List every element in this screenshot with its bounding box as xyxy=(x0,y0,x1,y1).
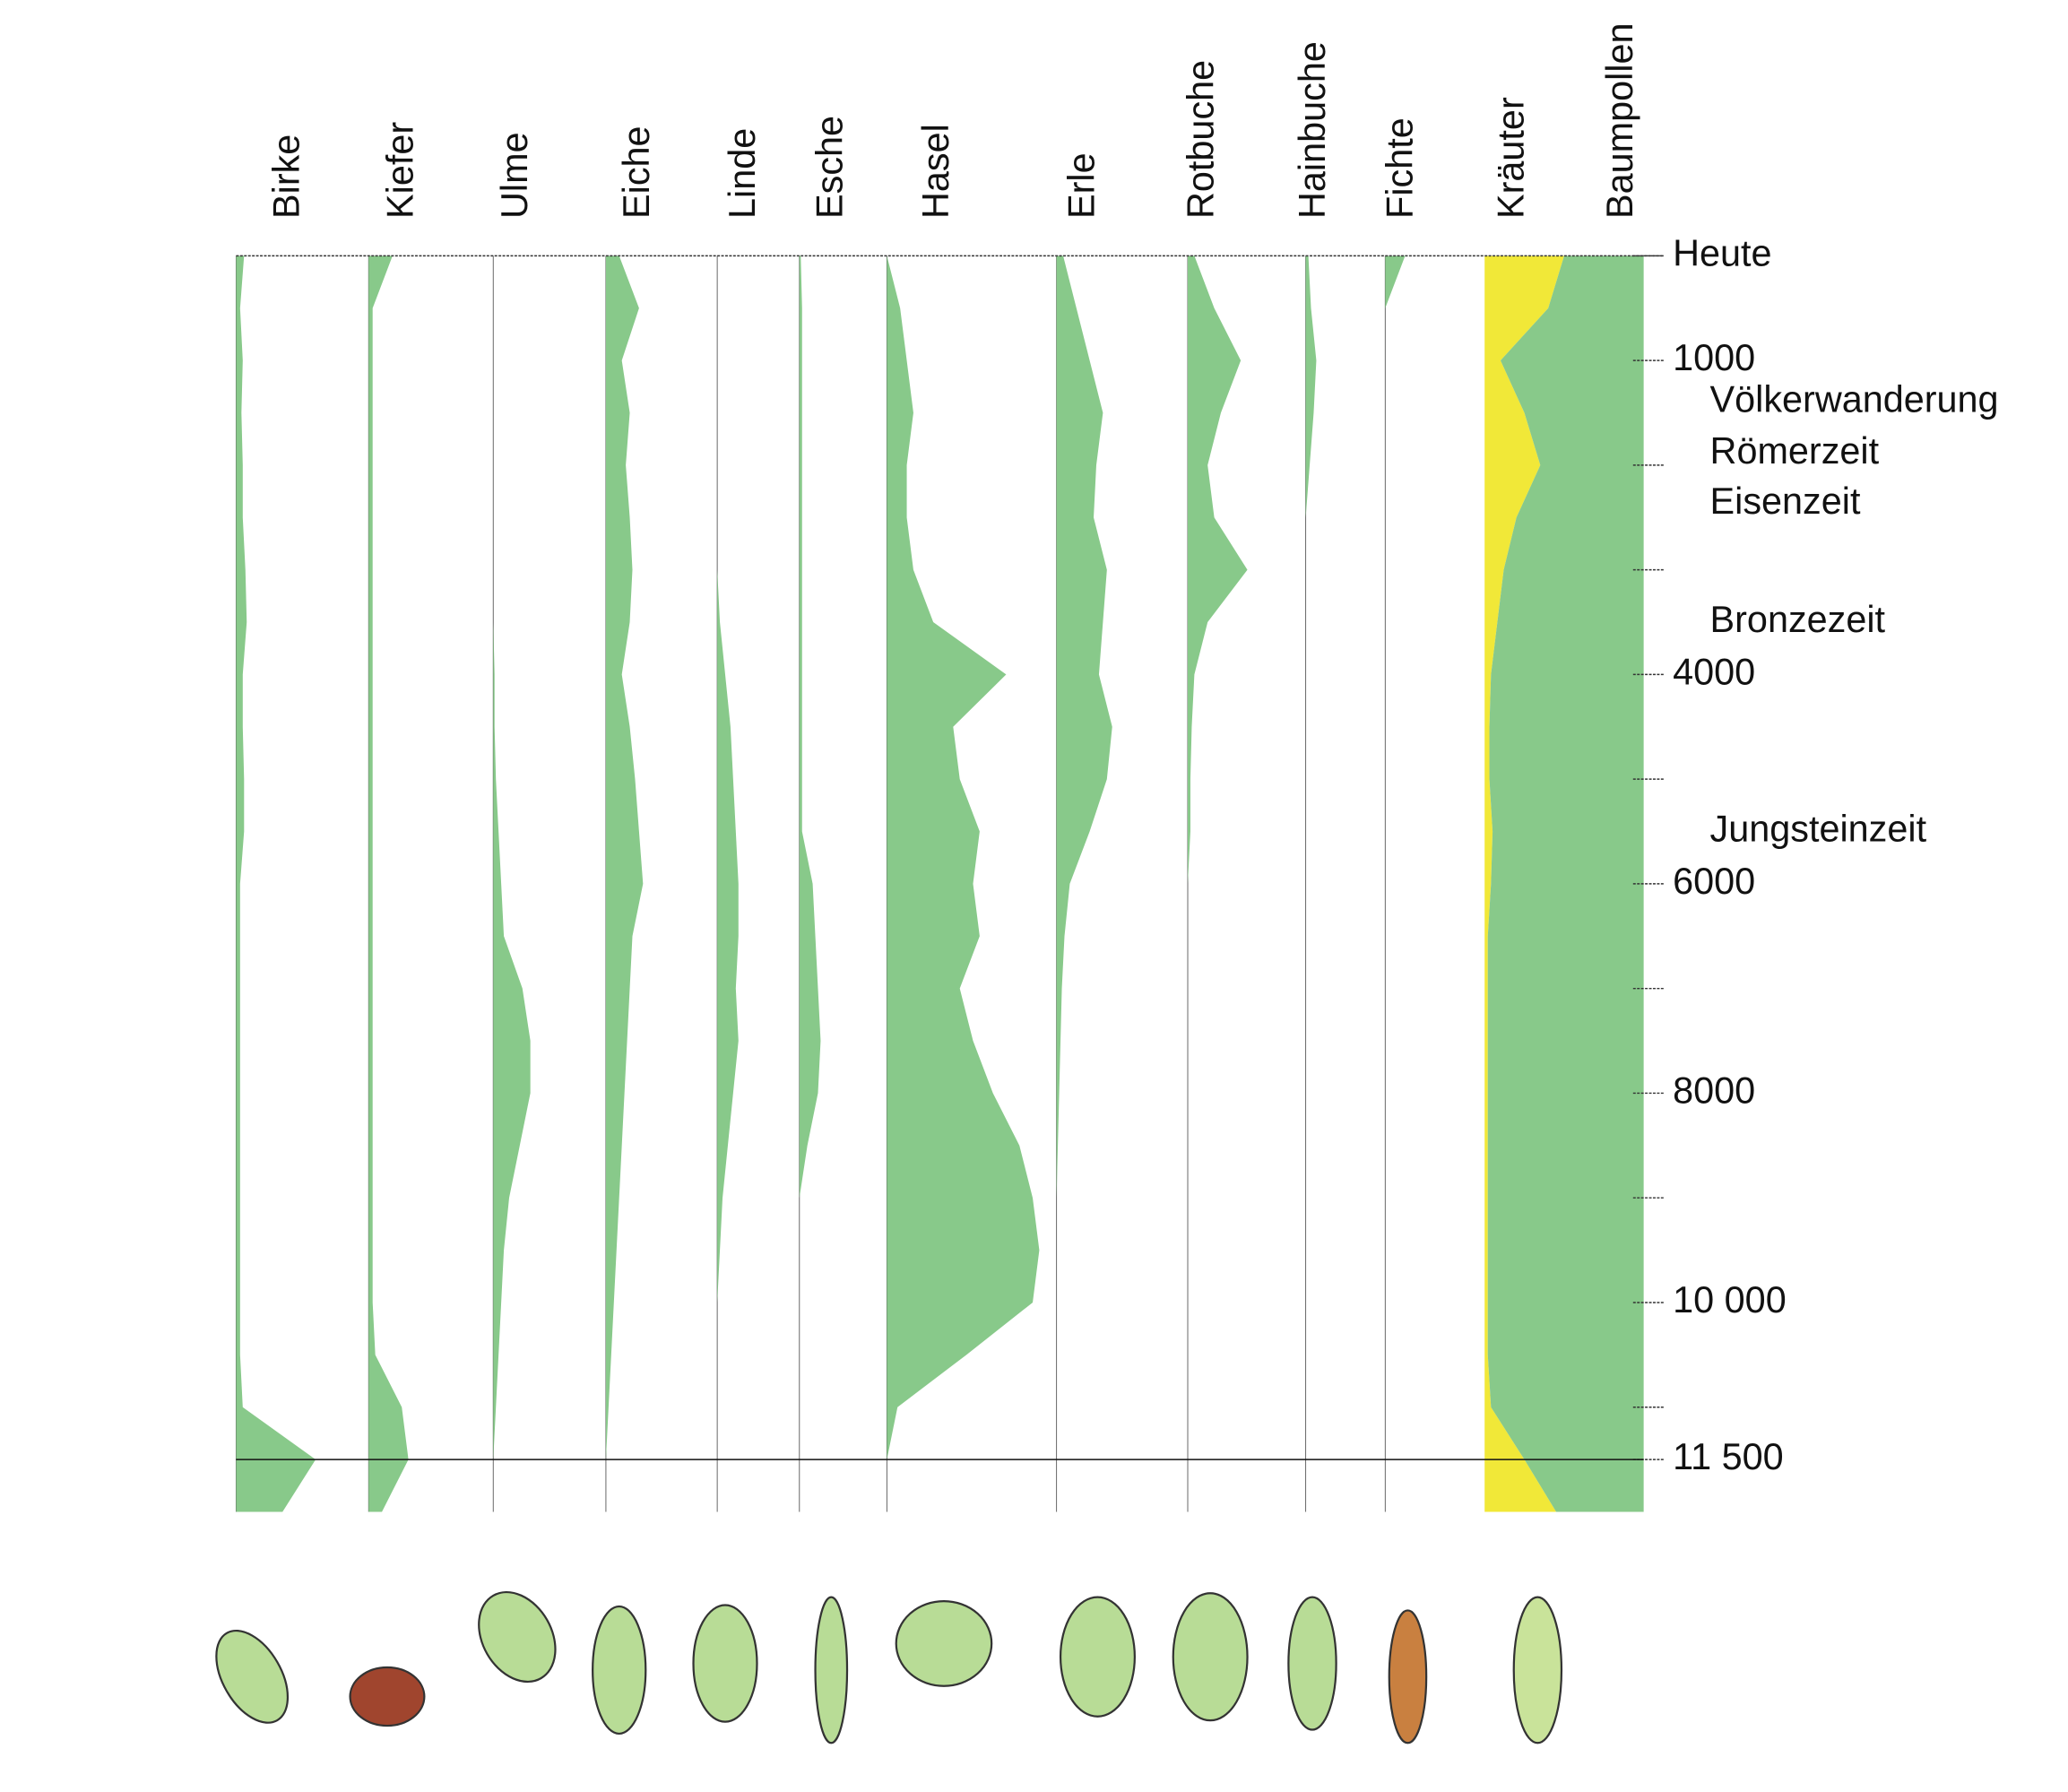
y-tick-label: 10 000 xyxy=(1673,1279,1787,1320)
taxon-label: Rotbuche xyxy=(1181,60,1222,219)
pollen-curve xyxy=(717,255,739,1512)
taxon-label: Hainbuche xyxy=(1292,41,1333,219)
taxon-label: Hasel xyxy=(915,124,956,219)
pollen-curve xyxy=(1484,255,1564,1512)
y-tick-label: 6000 xyxy=(1673,861,1755,902)
pollen-curve xyxy=(887,255,1040,1512)
period-label: Jungsteinzeit xyxy=(1710,808,1927,849)
plant-illustrations xyxy=(215,1590,1563,1744)
period-label: Völkerwanderung xyxy=(1710,379,1999,420)
pollen-curve xyxy=(368,255,409,1512)
taxon-label: Kräuter xyxy=(1491,97,1532,219)
taxon-label: Linde xyxy=(722,128,763,219)
period-label: Eisenzeit xyxy=(1710,480,1861,522)
taxon-label: Fichte xyxy=(1379,117,1420,219)
taxon-label: Kiefer xyxy=(380,122,421,219)
pollen-curve xyxy=(1188,255,1248,1512)
pollen-curve xyxy=(1487,255,1644,1512)
period-label: Bronzezeit xyxy=(1710,599,1886,640)
taxon-label: Esche xyxy=(809,116,851,219)
y-tick-label: 8000 xyxy=(1673,1069,1755,1111)
pollen-curve xyxy=(1305,255,1317,1512)
y-tick-label: 11 500 xyxy=(1673,1436,1783,1477)
taxon-label: Eiche xyxy=(616,126,657,219)
pollen-curve xyxy=(493,255,531,1512)
taxon-label: Birke xyxy=(265,134,307,219)
pollen-curve xyxy=(1385,255,1406,1512)
pollen-curve xyxy=(605,255,644,1512)
taxon-label: Baumpollen xyxy=(1599,22,1640,219)
taxon-label: Ulme xyxy=(494,132,535,219)
y-tick-label: 1000 xyxy=(1673,337,1755,378)
period-label: Römerzeit xyxy=(1710,430,1880,472)
pollen-curve xyxy=(799,255,821,1512)
y-tick-label: Heute xyxy=(1673,232,1771,273)
pollen-curve xyxy=(236,255,316,1512)
pollen-curve xyxy=(1056,255,1112,1512)
taxon-label: Erle xyxy=(1061,152,1103,219)
y-tick-label: 4000 xyxy=(1673,651,1755,692)
